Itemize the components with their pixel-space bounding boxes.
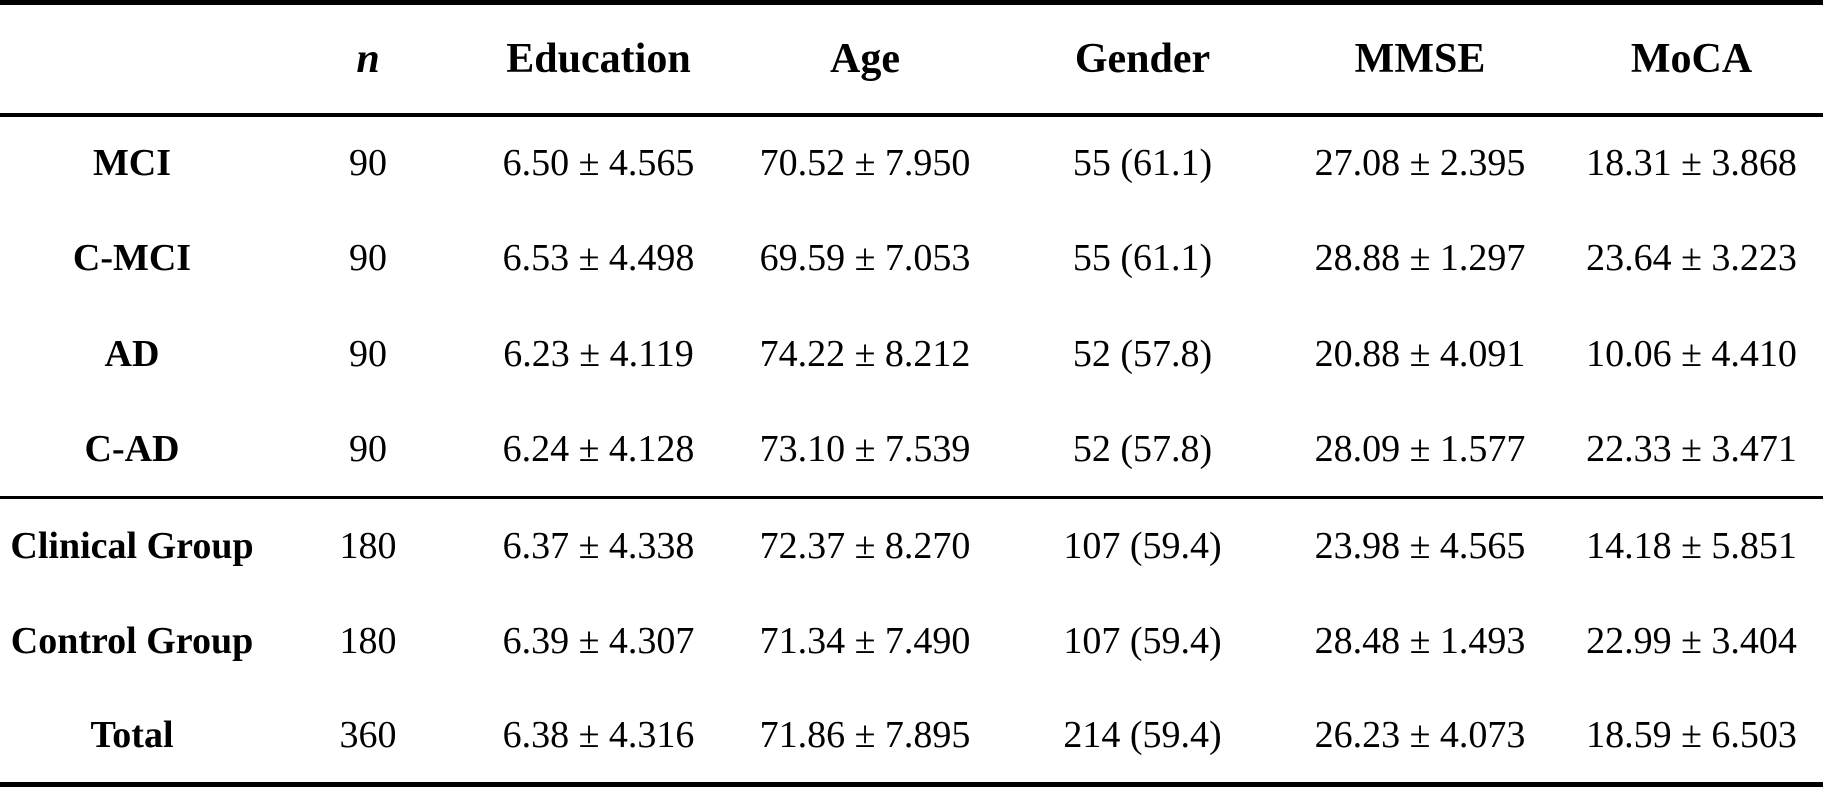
cell-moca: 10.06 ± 4.410 (1586, 332, 1797, 375)
cell-gender: 55 (61.1) (1072, 142, 1213, 185)
cell-mmse: 27.08 ± 2.395 (1314, 142, 1526, 185)
cell-n: 90 (349, 237, 387, 280)
table-row-c-mci: C-MCI 90 6.53 ± 4.498 69.59 ± 7.053 55 (… (0, 210, 1823, 306)
cell-education: 6.38 ± 4.316 (502, 714, 695, 757)
cell-moca: 18.31 ± 3.868 (1586, 142, 1797, 185)
cell-gender: 55 (61.1) (1072, 237, 1213, 280)
row-label: MCI (92, 142, 172, 185)
row-label: C-MCI (72, 237, 192, 280)
cell-mmse: 23.98 ± 4.565 (1314, 524, 1526, 567)
cell-gender: 107 (59.4) (1063, 524, 1222, 567)
header-cell-gender: Gender (1074, 35, 1211, 82)
cell-education: 6.39 ± 4.307 (502, 619, 695, 662)
cell-gender: 52 (57.8) (1072, 332, 1213, 375)
cell-age: 69.59 ± 7.053 (759, 237, 971, 280)
cell-gender: 214 (59.4) (1063, 714, 1222, 757)
header-cell-age: Age (830, 35, 900, 82)
table-row-control-group: Control Group 180 6.39 ± 4.307 71.34 ± 7… (0, 593, 1823, 689)
cell-age: 71.86 ± 7.895 (759, 714, 971, 757)
header-cell-mmse: MMSE (1354, 35, 1486, 82)
row-label: C-AD (84, 427, 180, 470)
table-row-total: Total 360 6.38 ± 4.316 71.86 ± 7.895 214… (0, 689, 1823, 785)
cell-n: 180 (339, 619, 397, 662)
header-cell-group (0, 3, 264, 115)
cell-education: 6.37 ± 4.338 (502, 524, 695, 567)
cell-moca: 22.99 ± 3.404 (1586, 619, 1797, 662)
cell-mmse: 28.48 ± 1.493 (1314, 619, 1526, 662)
cell-education: 6.50 ± 4.565 (502, 142, 695, 185)
row-label: Clinical Group (10, 524, 254, 567)
cell-education: 6.24 ± 4.128 (502, 427, 695, 470)
header-cell-education: Education (506, 35, 691, 82)
table-row-ad: AD 90 6.23 ± 4.119 74.22 ± 8.212 52 (57.… (0, 306, 1823, 402)
header-cell-moca: MoCA (1630, 35, 1753, 82)
cell-n: 90 (349, 142, 387, 185)
cell-moca: 14.18 ± 5.851 (1586, 524, 1797, 567)
row-label: Control Group (10, 619, 254, 662)
row-label: AD (104, 332, 160, 375)
cell-mmse: 20.88 ± 4.091 (1314, 332, 1526, 375)
cell-mmse: 28.09 ± 1.577 (1314, 427, 1526, 470)
header-row: n Education Age Gender MMSE MoCA (0, 3, 1823, 115)
cell-age: 70.52 ± 7.950 (759, 142, 971, 185)
cell-gender: 107 (59.4) (1063, 619, 1222, 662)
table-row-c-ad: C-AD 90 6.24 ± 4.128 73.10 ± 7.539 52 (5… (0, 402, 1823, 498)
cell-moca: 18.59 ± 6.503 (1586, 714, 1797, 757)
row-label: Total (90, 714, 174, 757)
table-row-mci: MCI 90 6.50 ± 4.565 70.52 ± 7.950 55 (61… (0, 115, 1823, 211)
cell-age: 72.37 ± 8.270 (759, 524, 971, 567)
cell-age: 71.34 ± 7.490 (759, 619, 971, 662)
cell-age: 74.22 ± 8.212 (759, 332, 971, 375)
cell-n: 90 (349, 332, 387, 375)
table-row-clinical-group: Clinical Group 180 6.37 ± 4.338 72.37 ± … (0, 497, 1823, 593)
cell-moca: 22.33 ± 3.471 (1586, 427, 1797, 470)
cell-gender: 52 (57.8) (1072, 427, 1213, 470)
cell-n: 90 (349, 427, 387, 470)
cell-mmse: 28.88 ± 1.297 (1314, 237, 1526, 280)
cell-education: 6.53 ± 4.498 (502, 237, 695, 280)
cell-mmse: 26.23 ± 4.073 (1314, 714, 1526, 757)
cell-n: 360 (339, 714, 397, 757)
cell-age: 73.10 ± 7.539 (759, 427, 971, 470)
cell-moca: 23.64 ± 3.223 (1586, 237, 1797, 280)
header-cell-n: n (356, 35, 380, 82)
cell-education: 6.23 ± 4.119 (503, 332, 694, 375)
cell-n: 180 (339, 524, 397, 567)
